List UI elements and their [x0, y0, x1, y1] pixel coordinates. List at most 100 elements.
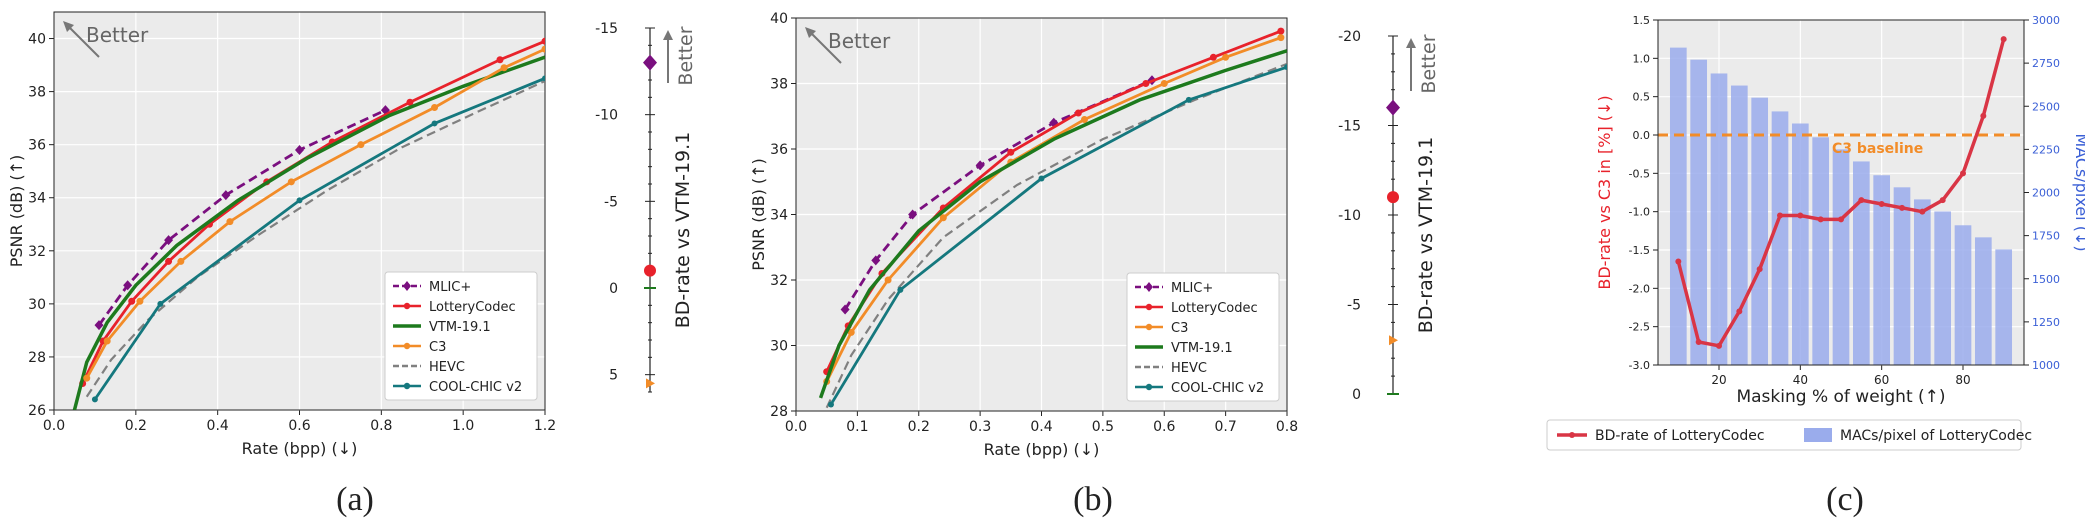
y-tick-label: 34: [770, 208, 788, 224]
bdrate-point-c3: [646, 378, 655, 389]
data-point: [1797, 212, 1804, 219]
legend: MLIC+ LotteryCodec C3 VTM-19.1 HEVC COOL-CHIC…: [1126, 272, 1280, 402]
bar: [1954, 225, 1972, 365]
bar: [1832, 149, 1850, 365]
series-line-hevc: [85, 79, 545, 398]
legend-label: HEVC: [1171, 361, 1207, 376]
y-tick-label: 38: [28, 85, 46, 101]
data-point: [128, 297, 136, 305]
legend-marker: [1145, 282, 1153, 292]
legend-marker: [403, 382, 411, 390]
bdrate-axis-label: BD-rate vs VTM-19.1: [1415, 137, 1437, 334]
legend-label: MLIC+: [429, 280, 471, 295]
panel-caption: (b): [1073, 481, 1113, 518]
y2-tick-label: 3000: [2032, 14, 2060, 27]
x-tick-label: 0.3: [969, 419, 991, 435]
x-tick-label: 0.8: [370, 418, 392, 434]
bar: [1934, 211, 1952, 365]
data-point: [431, 104, 439, 112]
y-tick-label: 26: [28, 403, 46, 419]
data-point: [1038, 175, 1045, 182]
data-point: [1222, 53, 1230, 61]
series-line-vtm-19-1: [818, 49, 1287, 399]
baseline-label: C3 baseline: [1832, 141, 1923, 157]
data-point: [295, 144, 304, 155]
bdrate-axis-label: BD-rate vs VTM-19.1: [672, 132, 694, 329]
data-point: [1939, 197, 1946, 204]
data-point: [221, 190, 231, 201]
x-tick-label: 0.4: [207, 418, 229, 434]
data-point: [1277, 34, 1285, 42]
bar: [1730, 85, 1748, 366]
legend-swatch: [1804, 428, 1832, 442]
y2-tick-label: 2500: [2032, 100, 2060, 113]
y-tick-label: -1.0: [1629, 206, 1650, 219]
y-tick-label: -1.5: [1629, 244, 1650, 257]
better-label: Better: [828, 29, 891, 53]
y2-tick-label: 2750: [2032, 57, 2060, 70]
bar: [1751, 97, 1769, 365]
data-point: [287, 178, 295, 186]
y2-tick-label: 2000: [2032, 187, 2060, 200]
better-arrow-head: [63, 21, 74, 32]
data-point: [1858, 197, 1865, 204]
y2-tick-label: 2250: [2032, 143, 2060, 156]
x-tick-label: 20: [1711, 373, 1726, 387]
data-point: [1695, 339, 1702, 345]
data-point: [975, 160, 985, 171]
y2-tick-label: 1250: [2032, 316, 2060, 329]
bdrate-tick-label: 0: [609, 281, 618, 297]
data-point: [296, 197, 303, 204]
data-point: [884, 276, 892, 284]
data-point: [827, 401, 834, 408]
x-tick-label: 60: [1874, 373, 1889, 387]
better-arrow: [807, 29, 842, 64]
x-axis-label: Rate (bpp) (↓): [984, 440, 1100, 459]
y-tick-label: 0.0: [1633, 129, 1651, 142]
data-point: [431, 120, 438, 127]
series-line-mlic-: [97, 108, 387, 326]
y-tick-label: -2.5: [1629, 321, 1650, 334]
data-point: [496, 56, 504, 64]
y-tick-label: 36: [770, 142, 788, 158]
legend-box: [384, 271, 538, 401]
y-tick-label: 34: [28, 191, 46, 207]
plot-frame: [795, 17, 1288, 412]
y-tick-label: 1.5: [1633, 14, 1651, 27]
bdrate-tick-label: 5: [609, 368, 618, 384]
data-point: [541, 45, 545, 53]
legend-label: MACs/pixel of LotteryCodec: [1840, 428, 2032, 444]
data-point: [542, 75, 545, 82]
y-tick-label: 38: [770, 77, 788, 93]
bdrate-tick-label: -10: [1338, 208, 1361, 224]
series-line-c3: [85, 47, 545, 379]
series-group: [818, 27, 1287, 409]
panel-caption: (a): [336, 481, 374, 518]
y-axis-label: PSNR (dB) (↑): [7, 155, 26, 268]
x-tick-label: 0.4: [1030, 419, 1052, 435]
bdrate-tick-label: -10: [595, 108, 618, 124]
better-arrow-head: [805, 27, 816, 38]
data-point: [2000, 36, 2007, 43]
legend-marker: [403, 342, 411, 350]
data-point: [177, 257, 185, 265]
data-point: [157, 300, 164, 307]
x-tick-label: 0.6: [1153, 419, 1175, 435]
bdrate-tick-label: -5: [604, 194, 618, 210]
data-point: [91, 396, 98, 403]
data-point: [1756, 266, 1763, 273]
x-tick-label: 0.7: [1214, 419, 1236, 435]
data-point: [871, 255, 881, 266]
legend-label: MLIC+: [1171, 281, 1213, 296]
x-tick-label: 0.0: [43, 418, 65, 434]
data-point: [1185, 96, 1192, 103]
y-tick-label: 32: [770, 273, 788, 289]
data-point: [1074, 109, 1082, 117]
y-tick-label: 30: [28, 297, 46, 313]
x-tick-label: 0.1: [846, 419, 868, 435]
y-tick-label: -3.0: [1629, 359, 1650, 372]
bdrate-axis: -15 -10 -5 0 5 BD-rate vs VTM-19.1 Better: [595, 21, 697, 393]
data-point: [1878, 201, 1885, 207]
data-point: [226, 218, 234, 226]
panel-caption: (c): [1826, 481, 1864, 518]
